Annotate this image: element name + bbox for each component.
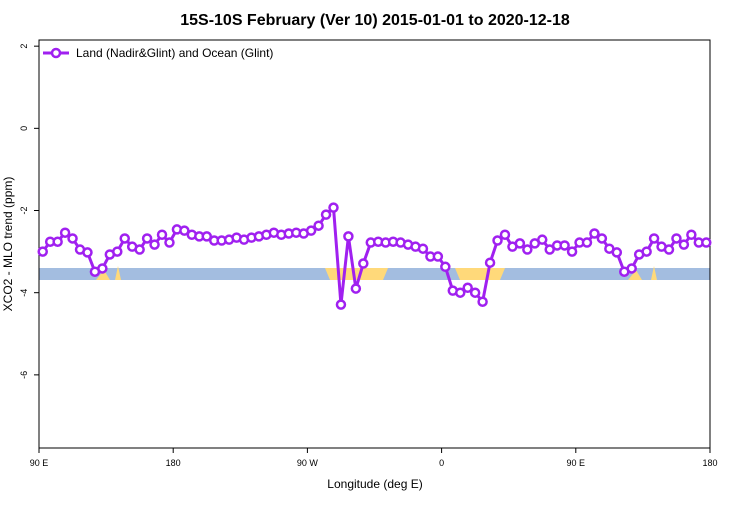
data-point — [596, 233, 608, 244]
data-point — [581, 237, 593, 248]
data-point — [559, 240, 570, 251]
data-point — [156, 229, 168, 241]
data-point — [149, 239, 160, 250]
data-point — [589, 228, 600, 239]
chart-title: 15S-10S February (Ver 10) 2015-01-01 to … — [180, 12, 570, 29]
legend-label: Land (Nadir&Glint) and Ocean (Glint) — [76, 46, 273, 60]
data-point — [67, 233, 78, 244]
x-tick-label: 180 — [702, 458, 717, 468]
data-point — [201, 231, 212, 242]
data-point — [492, 235, 503, 246]
data-point — [417, 243, 429, 254]
data-point — [179, 225, 190, 236]
data-point — [112, 246, 123, 257]
data-point — [97, 263, 108, 274]
data-point — [343, 231, 354, 242]
data-point — [544, 244, 555, 255]
data-point — [37, 246, 48, 257]
data-point — [320, 209, 332, 220]
data-point — [484, 257, 496, 268]
series-line — [41, 206, 707, 307]
data-point — [678, 239, 690, 250]
data-point — [701, 237, 712, 248]
y-tick-label: -2 — [19, 207, 29, 215]
data-point — [440, 261, 451, 273]
y-tick-label: 2 — [19, 44, 29, 49]
data-point — [477, 296, 488, 307]
x-tick-label: 90 W — [297, 458, 319, 468]
y-axis-label: XCO2 - MLO trend (ppm) — [1, 177, 15, 312]
data-point — [663, 244, 675, 255]
data-point — [119, 233, 130, 244]
data-point — [537, 234, 548, 245]
legend-marker — [50, 47, 62, 59]
y-tick-label: -6 — [19, 371, 29, 379]
data-point — [328, 202, 339, 213]
y-tick-label: 0 — [19, 126, 29, 131]
data-point — [611, 247, 623, 258]
data-point — [469, 287, 481, 298]
x-tick-label: 0 — [439, 458, 444, 468]
x-tick-label: 180 — [166, 458, 181, 468]
y-tick-label: -4 — [19, 289, 29, 297]
data-point — [432, 251, 444, 262]
x-tick-label: 90 E — [567, 458, 586, 468]
data-point — [358, 258, 369, 269]
x-axis-label: Longitude (deg E) — [327, 477, 422, 491]
data-point — [313, 220, 324, 231]
data-point — [499, 229, 511, 241]
data-point — [335, 299, 347, 310]
data-point — [648, 233, 660, 244]
data-point — [305, 225, 317, 236]
data-point — [641, 246, 652, 257]
data-point — [52, 236, 63, 247]
data-point — [350, 283, 362, 294]
data-point — [522, 244, 533, 255]
data-point — [164, 237, 175, 248]
data-point — [671, 233, 682, 244]
data-point — [134, 244, 145, 255]
data-point — [514, 238, 526, 249]
data-point — [686, 229, 697, 241]
data-point — [566, 246, 578, 257]
data-point — [59, 227, 71, 238]
land-ocean-band — [39, 266, 710, 280]
data-point — [454, 287, 466, 298]
legend: Land (Nadir&Glint) and Ocean (Glint) — [43, 46, 273, 60]
x-tick-label: 90 E — [30, 458, 49, 468]
data-point — [626, 263, 637, 274]
data-point — [462, 282, 473, 294]
data-point — [141, 233, 153, 244]
data-point — [82, 247, 93, 258]
